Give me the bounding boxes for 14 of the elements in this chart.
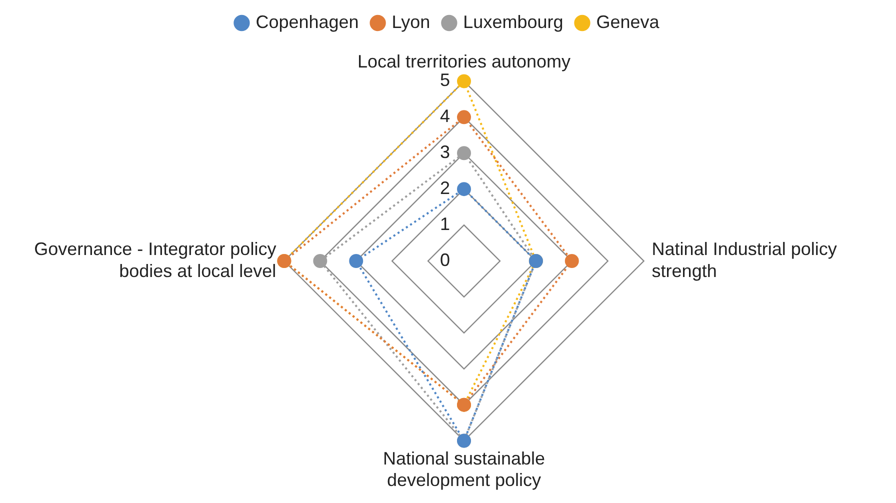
legend-label: Luxembourg [463, 12, 564, 32]
legend-label: Geneva [596, 12, 660, 32]
y-tick-label: 2 [440, 178, 450, 198]
y-tick-label: 0 [440, 250, 450, 270]
legend-label: Copenhagen [256, 12, 359, 32]
spoke-label: National sustainable development policy [382, 448, 546, 490]
legend-label: Lyon [392, 12, 430, 32]
y-tick-label: 1 [440, 214, 450, 234]
y-tick-label: 4 [440, 106, 450, 126]
spoke-label: Local trerritories autonomy [357, 51, 571, 72]
spoke-label: Natinal Industrial policy strength [652, 239, 837, 281]
y-tick-label: 3 [440, 142, 450, 162]
spoke-label: Governance - Integrator policy bodies at local level [34, 239, 276, 281]
y-tick-label: 5 [440, 70, 450, 90]
